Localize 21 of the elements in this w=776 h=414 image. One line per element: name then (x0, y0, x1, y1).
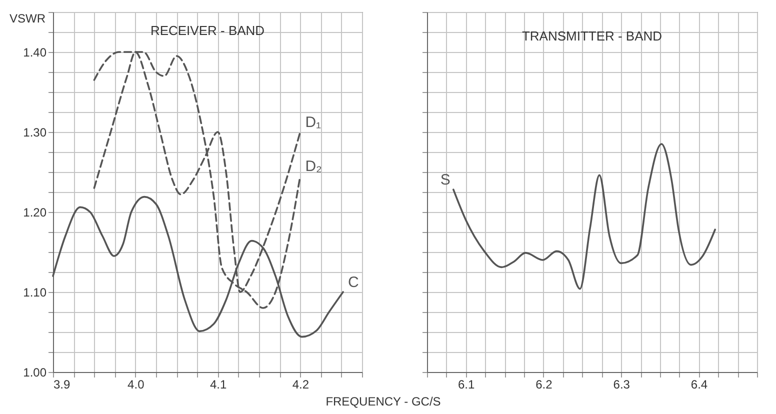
x-tick-label: 6.3 (613, 378, 630, 392)
series-label: S (440, 172, 450, 189)
y-tick-label: 1.20 (23, 206, 47, 220)
y-tick-label: 1.30 (23, 126, 47, 140)
series-label: D₂ (305, 158, 322, 175)
x-tick-label: 4.0 (128, 378, 145, 392)
y-tick-label: 1.40 (23, 46, 47, 60)
x-axis-title: FREQUENCY - GC/S (326, 394, 441, 408)
text: TRANSMITTER - BAND (522, 28, 662, 44)
x-tick-label: 3.9 (54, 378, 71, 392)
y-axis-title: VSWR (10, 12, 46, 26)
x-tick-label: 4.2 (292, 378, 310, 392)
x-tick-label: 6.4 (690, 378, 708, 392)
x-tick-label: 6.1 (458, 378, 475, 392)
x-tick-label: 4.1 (210, 378, 227, 392)
series-label: C (348, 274, 360, 291)
text: RECEIVER - BAND (150, 23, 265, 38)
y-tick-label: 1.00 (23, 366, 47, 380)
x-tick-label: 6.2 (536, 378, 553, 392)
series-label: D₁ (305, 114, 322, 131)
y-tick-label: 1.10 (23, 286, 47, 300)
